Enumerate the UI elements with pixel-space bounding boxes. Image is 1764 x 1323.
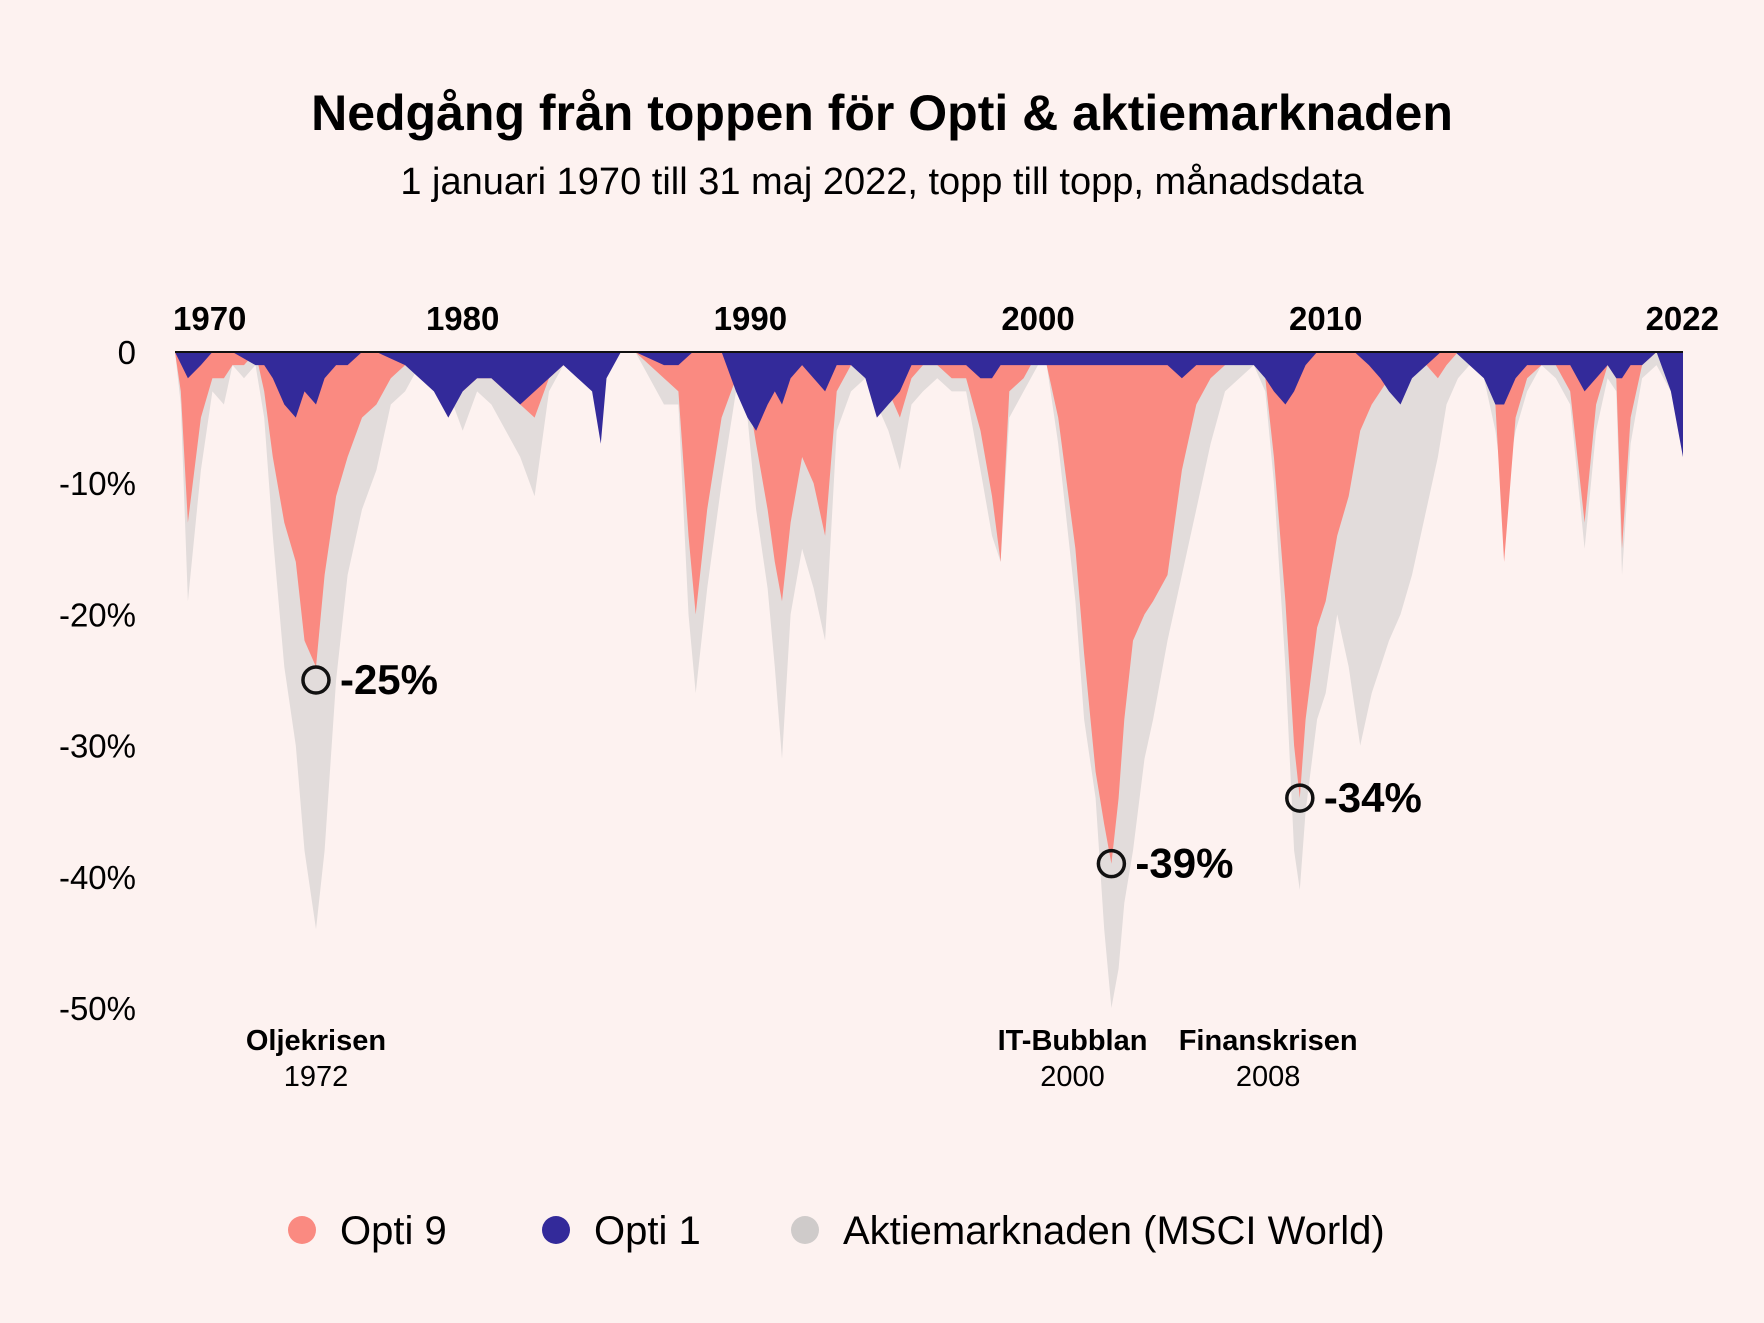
- event-name-oljekrisen: Oljekrisen: [246, 1025, 386, 1057]
- x-tick-label: 1980: [426, 300, 499, 337]
- trough-value-label: -25%: [340, 656, 438, 703]
- y-tick-label: -30%: [59, 728, 136, 765]
- legend-label-opti-9: Opti 9: [340, 1209, 447, 1253]
- y-axis-ticks: 0 -10% -20% -30% -40% -50%: [59, 334, 136, 1027]
- trough-value-label: -39%: [1135, 840, 1233, 887]
- x-axis-ticks: 1970 1980 1990 2000 2010 2022: [173, 300, 1719, 337]
- area-series-opti-9: [175, 352, 1683, 864]
- trough-marker: [1285, 783, 1315, 813]
- event-labels: Oljekrisen 1972 IT-Bubblan 2000 Finanskrisen…: [246, 1025, 1358, 1093]
- trough-annotations: -25% -39% -34%: [301, 656, 1422, 887]
- legend: Opti 9 Opti 1 Aktiemarknaden (MSCI World): [288, 1209, 1385, 1253]
- event-name-finanskrisen: Finanskrisen: [1179, 1025, 1358, 1057]
- y-tick-label: 0: [118, 334, 136, 371]
- trough-marker: [1096, 848, 1127, 879]
- event-year: 1972: [284, 1061, 349, 1093]
- area-series-group: [175, 352, 1683, 1008]
- y-tick-label: -10%: [59, 465, 136, 502]
- legend-label-opti-1: Opti 1: [594, 1209, 701, 1253]
- chart-title: Nedgång från toppen för Opti & aktiemark…: [311, 85, 1453, 141]
- x-tick-label: 2000: [1001, 300, 1074, 337]
- y-tick-label: -20%: [59, 596, 136, 633]
- event-name-it-bubblan: IT-Bubblan: [998, 1025, 1148, 1057]
- legend-swatch-opti-1: [542, 1216, 570, 1244]
- legend-swatch-aktiemarknaden-msci-world: [791, 1216, 819, 1244]
- event-year: 2000: [1040, 1061, 1105, 1093]
- x-tick-label: 1990: [714, 300, 787, 337]
- event-year: 2008: [1236, 1061, 1301, 1093]
- area-series-opti-1: [175, 352, 1683, 457]
- x-tick-label: 1970: [173, 300, 246, 337]
- trough-marker: [301, 665, 331, 695]
- x-tick-label: 2010: [1289, 300, 1362, 337]
- legend-swatch-opti-9: [288, 1216, 316, 1244]
- legend-label-aktiemarknaden-msci-world: Aktiemarknaden (MSCI World): [843, 1209, 1385, 1253]
- y-tick-label: -40%: [59, 859, 136, 896]
- x-tick-label: 2022: [1646, 300, 1719, 337]
- trough-value-label: -34%: [1324, 774, 1422, 821]
- y-tick-label: -50%: [59, 990, 136, 1027]
- chart-subtitle: 1 januari 1970 till 31 maj 2022, topp ti…: [400, 161, 1364, 203]
